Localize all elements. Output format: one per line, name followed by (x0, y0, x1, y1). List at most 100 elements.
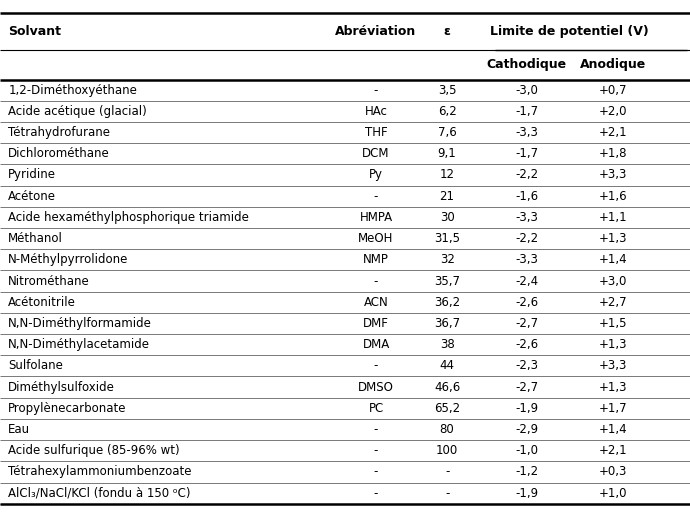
Text: Tétrahydrofurane: Tétrahydrofurane (8, 126, 110, 139)
Text: -2,7: -2,7 (515, 381, 538, 393)
Text: -: - (374, 444, 378, 457)
Text: -: - (374, 274, 378, 287)
Text: N-Méthylpyrrolidone: N-Méthylpyrrolidone (8, 253, 128, 266)
Text: DCM: DCM (362, 147, 390, 160)
Text: Dichlorométhane: Dichlorométhane (8, 147, 110, 160)
Text: Tétrahexylammoniumbenzoate: Tétrahexylammoniumbenzoate (8, 465, 192, 479)
Text: -3,3: -3,3 (515, 211, 538, 224)
Text: 7,6: 7,6 (437, 126, 457, 139)
Text: Acide sulfurique (85-96% wt): Acide sulfurique (85-96% wt) (8, 444, 180, 457)
Text: -3,3: -3,3 (515, 126, 538, 139)
Text: -: - (445, 487, 449, 500)
Text: 36,2: 36,2 (434, 296, 460, 309)
Text: Py: Py (369, 168, 383, 182)
Text: -3,0: -3,0 (515, 84, 538, 96)
Text: -2,7: -2,7 (515, 317, 538, 330)
Text: Acide acétique (glacial): Acide acétique (glacial) (8, 105, 147, 118)
Text: 1,2-Diméthoxyéthane: 1,2-Diméthoxyéthane (8, 84, 137, 96)
Text: Méthanol: Méthanol (8, 232, 63, 245)
Text: Acétonitrile: Acétonitrile (8, 296, 76, 309)
Text: 44: 44 (440, 360, 455, 372)
Text: +1,3: +1,3 (598, 338, 627, 351)
Text: DMF: DMF (363, 317, 389, 330)
Text: -2,6: -2,6 (515, 296, 538, 309)
Text: Propylènecarbonate: Propylènecarbonate (8, 402, 127, 415)
Text: +1,7: +1,7 (598, 402, 627, 415)
Text: -2,6: -2,6 (515, 338, 538, 351)
Text: 12: 12 (440, 168, 455, 182)
Text: N,N-Diméthylacetamide: N,N-Diméthylacetamide (8, 338, 150, 351)
Text: +1,3: +1,3 (598, 232, 627, 245)
Text: -: - (374, 465, 378, 479)
Text: -2,3: -2,3 (515, 360, 538, 372)
Text: Abréviation: Abréviation (335, 25, 417, 38)
Text: 30: 30 (440, 211, 455, 224)
Text: -1,9: -1,9 (515, 487, 538, 500)
Text: 3,5: 3,5 (438, 84, 456, 96)
Text: +3,0: +3,0 (598, 274, 627, 287)
Text: 21: 21 (440, 190, 455, 203)
Text: -3,3: -3,3 (515, 253, 538, 266)
Text: Diméthylsulfoxide: Diméthylsulfoxide (8, 381, 115, 393)
Text: +3,3: +3,3 (598, 168, 627, 182)
Text: -: - (374, 190, 378, 203)
Text: -: - (374, 360, 378, 372)
Text: Sulfolane: Sulfolane (8, 360, 63, 372)
Text: 46,6: 46,6 (434, 381, 460, 393)
Text: Eau: Eau (8, 423, 30, 436)
Text: -1,2: -1,2 (515, 465, 538, 479)
Text: N,N-Diméthylformamide: N,N-Diméthylformamide (8, 317, 152, 330)
Text: +1,5: +1,5 (598, 317, 627, 330)
Text: -1,7: -1,7 (515, 147, 538, 160)
Text: PC: PC (368, 402, 384, 415)
Text: Nitrométhane: Nitrométhane (8, 274, 90, 287)
Text: -: - (374, 84, 378, 96)
Text: 9,1: 9,1 (437, 147, 457, 160)
Text: THF: THF (365, 126, 387, 139)
Text: -: - (374, 487, 378, 500)
Text: DMSO: DMSO (358, 381, 394, 393)
Text: +2,7: +2,7 (598, 296, 627, 309)
Text: -2,4: -2,4 (515, 274, 538, 287)
Text: 38: 38 (440, 338, 455, 351)
Text: -2,2: -2,2 (515, 232, 538, 245)
Text: +1,0: +1,0 (598, 487, 627, 500)
Text: +1,3: +1,3 (598, 381, 627, 393)
Text: 32: 32 (440, 253, 455, 266)
Text: -1,0: -1,0 (515, 444, 538, 457)
Text: AlCl₃/NaCl/KCl (fondu à 150 ᵒC): AlCl₃/NaCl/KCl (fondu à 150 ᵒC) (8, 487, 190, 500)
Text: Solvant: Solvant (8, 25, 61, 38)
Text: +1,4: +1,4 (598, 423, 627, 436)
Text: +1,8: +1,8 (598, 147, 627, 160)
Text: NMP: NMP (363, 253, 389, 266)
Text: 65,2: 65,2 (434, 402, 460, 415)
Text: ε: ε (444, 25, 451, 38)
Text: 35,7: 35,7 (434, 274, 460, 287)
Text: +3,3: +3,3 (598, 360, 627, 372)
Text: -2,9: -2,9 (515, 423, 538, 436)
Text: +2,1: +2,1 (598, 444, 627, 457)
Text: HMPA: HMPA (359, 211, 393, 224)
Text: -: - (374, 423, 378, 436)
Text: 31,5: 31,5 (434, 232, 460, 245)
Text: +1,1: +1,1 (598, 211, 627, 224)
Text: Limite de potentiel (V): Limite de potentiel (V) (490, 25, 649, 38)
Text: MeOH: MeOH (358, 232, 394, 245)
Text: +1,4: +1,4 (598, 253, 627, 266)
Text: -2,2: -2,2 (515, 168, 538, 182)
Text: -1,9: -1,9 (515, 402, 538, 415)
Text: Acide hexaméthylphosphorique triamide: Acide hexaméthylphosphorique triamide (8, 211, 249, 224)
Text: Acétone: Acétone (8, 190, 57, 203)
Text: 6,2: 6,2 (437, 105, 457, 118)
Text: Pyridine: Pyridine (8, 168, 57, 182)
Text: Anodique: Anodique (580, 58, 646, 71)
Text: +1,6: +1,6 (598, 190, 627, 203)
Text: 100: 100 (436, 444, 458, 457)
Text: +0,3: +0,3 (598, 465, 627, 479)
Text: Cathodique: Cathodique (486, 58, 566, 71)
Text: -1,6: -1,6 (515, 190, 538, 203)
Text: -1,7: -1,7 (515, 105, 538, 118)
Text: DMA: DMA (362, 338, 390, 351)
Text: 36,7: 36,7 (434, 317, 460, 330)
Text: +0,7: +0,7 (598, 84, 627, 96)
